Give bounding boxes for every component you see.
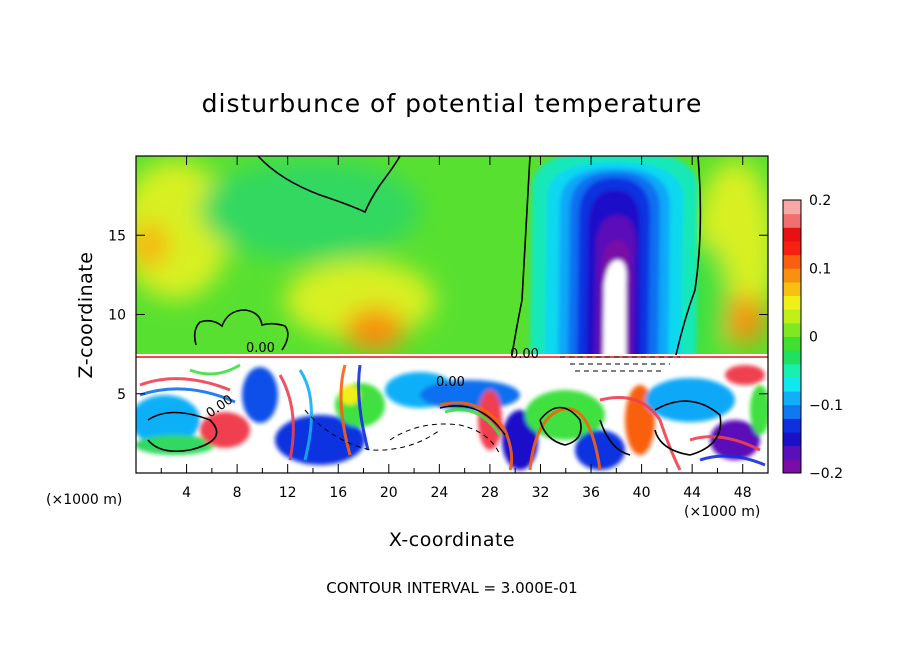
lower-blue-8	[645, 378, 735, 422]
heatmap-field	[136, 156, 768, 473]
colorbar-segment	[783, 240, 801, 256]
x-axis-label: X-coordinate	[389, 529, 515, 551]
x-tick-label: 16	[329, 485, 347, 501]
cold-plume	[530, 156, 699, 360]
lower-blue-1	[136, 395, 200, 445]
y-tick-label: 10	[108, 308, 126, 324]
colorbar-segment	[783, 350, 801, 365]
x-tick-label: 40	[633, 485, 651, 501]
colorbar-segment	[783, 363, 801, 378]
interface-band	[136, 354, 768, 358]
lower-blue-2	[242, 367, 278, 423]
colorbar-segment	[783, 268, 801, 283]
x-tick-label: 28	[481, 485, 499, 501]
colorbar-segment	[783, 404, 801, 419]
colorbar-segment	[783, 336, 801, 351]
colorbar-segment	[783, 445, 801, 460]
colorbar: 0.2 0.1 0 −0.1 −0.2	[782, 193, 843, 482]
x-tick-label: 48	[734, 485, 752, 501]
colorbar-tick-label: 0.1	[809, 261, 831, 277]
contour-label: 0.00	[436, 375, 465, 390]
colorbar-tick-label: −0.2	[809, 466, 843, 482]
lower-red-1	[200, 412, 250, 448]
contour-lines	[147, 156, 722, 456]
contour-lines-negative	[304, 356, 680, 456]
colorbar-segment	[783, 200, 801, 215]
upper-orange-left	[136, 223, 168, 267]
x-tick-label: 20	[380, 485, 398, 501]
lower-green-4	[750, 385, 768, 435]
x-axis: 4 8 12 16 20 24 28 32 36 40 44 48	[160, 156, 752, 501]
lower-blue-7	[575, 430, 625, 470]
x-tick-label: 36	[582, 485, 600, 501]
x-tick-label: 8	[233, 485, 242, 501]
colorbar-tick-label: −0.1	[809, 398, 843, 414]
colorbar-segment	[783, 281, 801, 297]
x-unit-note-right: (×1000 m)	[684, 504, 760, 520]
colorbar-segment	[783, 418, 801, 433]
colorbar-segment	[783, 213, 801, 228]
lower-green-3	[525, 390, 605, 440]
x-unit-note-left: (×1000 m)	[46, 492, 122, 508]
lower-yellow-1	[340, 385, 360, 405]
colorbar-segment	[783, 391, 801, 406]
x-tick-label: 32	[532, 485, 550, 501]
colorbar-segment	[783, 322, 801, 337]
colorbar-segment	[783, 377, 801, 392]
contour-label: 0.00	[510, 347, 539, 362]
colorbar-segment	[783, 254, 801, 269]
lower-green-1	[136, 435, 215, 455]
colorbar-segment	[783, 459, 801, 474]
x-tick-label: 12	[279, 485, 297, 501]
colorbar-frame	[782, 199, 802, 474]
x-tick-label: 44	[683, 485, 701, 501]
colorbar-segment	[783, 227, 801, 242]
colorbar-tick-label: 0.2	[809, 193, 831, 209]
lower-red-4	[725, 365, 765, 385]
colorbar-tick-label: 0	[809, 330, 818, 346]
y-axis-label: Z-coordinate	[75, 252, 97, 379]
chart-title: disturbunce of potential temperature	[202, 89, 703, 118]
colorbar-segment	[783, 309, 801, 324]
turbulent-streaks	[139, 363, 766, 471]
colorbar-segment	[783, 295, 801, 310]
y-axis: 5 10 15	[108, 228, 768, 403]
x-tick-label: 4	[182, 485, 191, 501]
upper-orange-right	[725, 295, 765, 345]
y-tick-label: 5	[117, 387, 126, 403]
contour-interval-note: CONTOUR INTERVAL = 3.000E-01	[326, 579, 577, 597]
upper-orange-bump	[345, 308, 405, 352]
x-tick-label: 24	[430, 485, 448, 501]
y-tick-label: 15	[108, 228, 126, 244]
upper-green-center	[200, 160, 420, 260]
contour-label: 0.00	[246, 341, 275, 356]
colorbar-segment	[783, 432, 801, 447]
